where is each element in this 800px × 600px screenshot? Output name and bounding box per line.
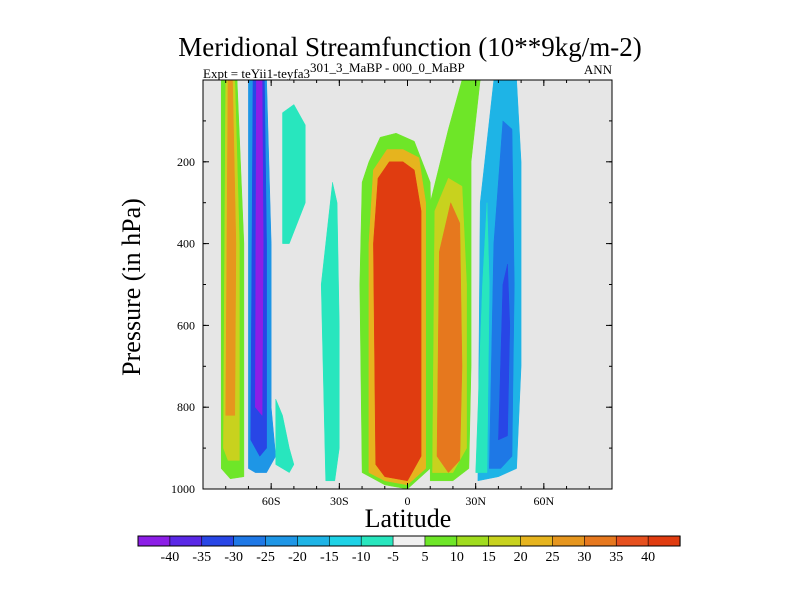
- y-tick-label: 400: [177, 237, 195, 251]
- x-tick-label: 60N: [533, 494, 554, 508]
- colorbar-label: 15: [482, 550, 496, 565]
- subtitle-left-prefix: Expt = teYii1-teyfa3: [203, 66, 310, 81]
- x-axis-ticks: 60S 30S 0 30N 60N: [225, 80, 590, 508]
- subtitle-left: Expt = teYii1-teyfa3301_3_MaBP - 000_0_M…: [203, 60, 465, 81]
- x-axis-label: Latitude: [365, 504, 452, 533]
- colorbar-swatch: [169, 535, 203, 547]
- band-40n-core: [498, 264, 511, 441]
- colorbar-frame: [137, 535, 681, 547]
- colorbar-swatch: [647, 535, 681, 547]
- contour-bands: [220, 79, 522, 490]
- colorbar-swatch: [424, 535, 458, 547]
- colorbar-swatch: [297, 535, 330, 547]
- colorbar-swatch: [392, 535, 426, 547]
- colorbar-swatch: [552, 535, 585, 547]
- colorbar-swatch: [615, 535, 649, 547]
- colorbar-swatch: [488, 535, 522, 547]
- colorbar-label: 20: [514, 550, 528, 565]
- band-15n-core: [436, 201, 463, 473]
- subtitle-left-sup: 301_3_MaBP - 000_0_MaBP: [310, 60, 465, 75]
- x-tick-label: 30S: [330, 494, 349, 508]
- colorbar-swatch: [201, 535, 235, 547]
- chart-title: Meridional Streamfunction (10**9kg/m-2): [178, 32, 641, 62]
- y-tick-label: 200: [177, 155, 195, 169]
- band-right-edge: [475, 202, 490, 473]
- colorbar-swatch: [520, 535, 554, 547]
- band-80s-core: [225, 79, 237, 416]
- colorbar-label: 10: [450, 550, 464, 565]
- y-tick-label: 800: [177, 400, 195, 414]
- band-60s-cyan: [275, 398, 295, 473]
- colorbar-label: -25: [256, 550, 275, 565]
- colorbar-label: -35: [192, 550, 211, 565]
- y-axis-ticks: 200 400 600 800 1000: [171, 120, 612, 496]
- x-tick-label: 0: [405, 494, 411, 508]
- colorbar-label: -30: [224, 550, 243, 565]
- colorbar-swatch: [328, 535, 362, 547]
- colorbar-swatch: [584, 535, 617, 547]
- colorbar: -40 -35 -30 -25 -20 -15 -10 -5 5 10 15 20 25 30 35 40: [137, 535, 681, 565]
- y-axis-label: Pressure (in hPa): [117, 198, 146, 376]
- y-tick-label: 1000: [171, 482, 195, 496]
- colorbar-label: 5: [421, 550, 428, 565]
- subtitle-right: ANN: [584, 62, 613, 77]
- colorbar-label: -5: [387, 550, 399, 565]
- band-65s-core: [255, 79, 264, 417]
- colorbar-label: 40: [641, 550, 655, 565]
- colorbar-label: 25: [545, 550, 559, 565]
- band-55s-upper: [282, 104, 306, 244]
- colorbar-label: -20: [288, 550, 307, 565]
- colorbar-label: -15: [320, 550, 339, 565]
- colorbar-swatch: [360, 535, 394, 547]
- colorbar-label: 35: [609, 550, 623, 565]
- colorbar-swatch: [265, 535, 299, 547]
- band-40s-cyan: [320, 182, 340, 482]
- y-tick-label: 600: [177, 318, 195, 332]
- x-tick-label: 60S: [262, 494, 281, 508]
- x-tick-label: 30N: [465, 494, 486, 508]
- band-eq-core: [373, 161, 422, 482]
- colorbar-label: -40: [161, 550, 180, 565]
- colorbar-label: -10: [352, 550, 371, 565]
- colorbar-label: 30: [577, 550, 591, 565]
- colorbar-swatch: [233, 535, 267, 547]
- colorbar-swatch: [137, 535, 171, 547]
- colorbar-swatch: [456, 535, 490, 547]
